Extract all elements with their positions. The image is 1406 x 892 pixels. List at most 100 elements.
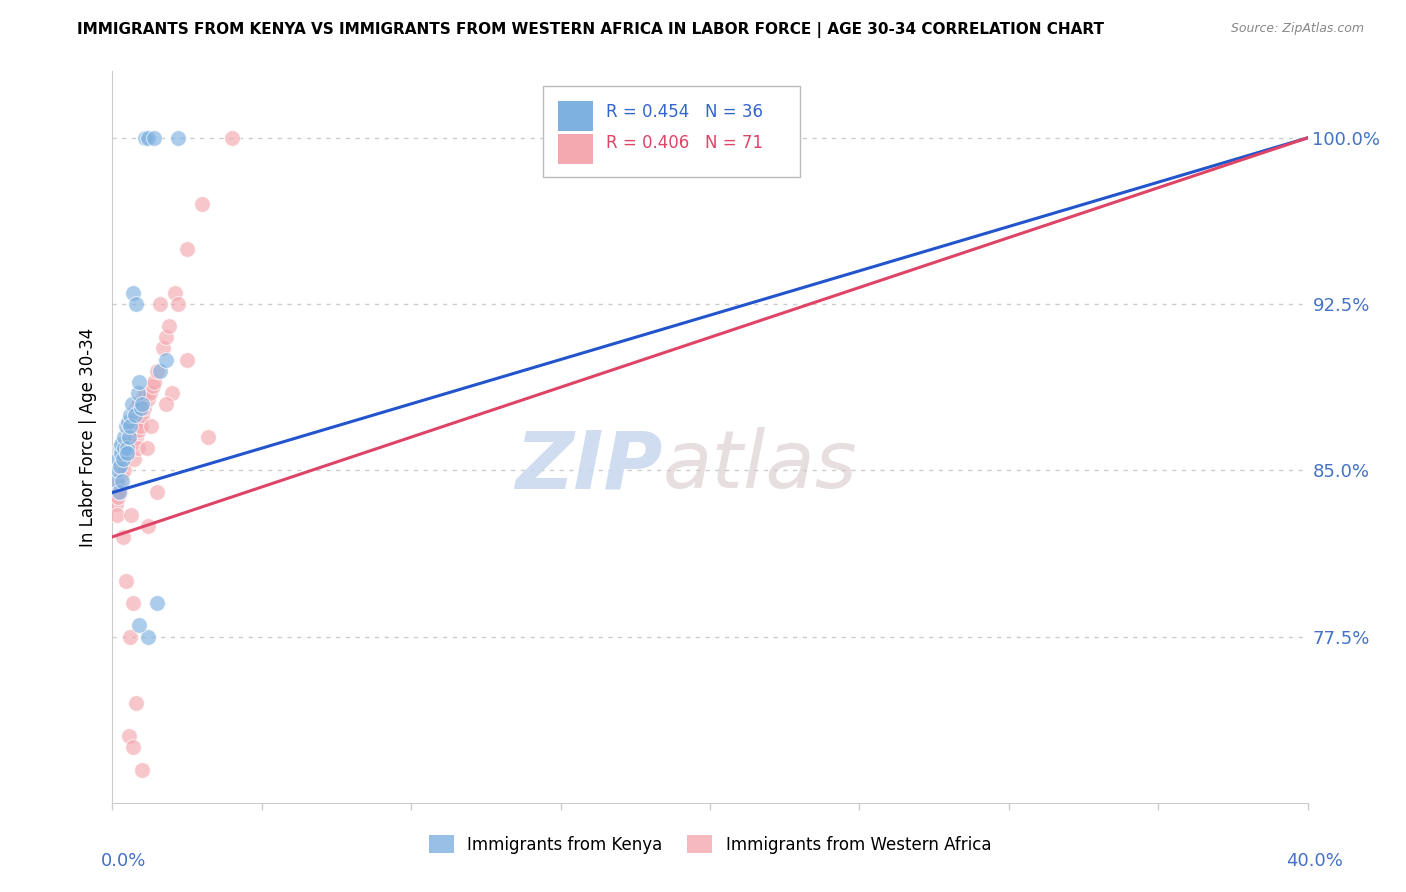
Point xyxy=(114,441,135,455)
Point xyxy=(167,131,190,145)
Point xyxy=(115,419,138,434)
Point xyxy=(115,574,138,589)
Point xyxy=(117,415,139,429)
Point xyxy=(138,518,160,533)
Point xyxy=(110,458,132,473)
Point xyxy=(121,424,143,438)
Point xyxy=(146,485,169,500)
Point xyxy=(142,379,165,393)
Point xyxy=(107,463,129,477)
Point xyxy=(146,363,169,377)
Point xyxy=(111,452,134,467)
Point xyxy=(138,131,160,145)
Point xyxy=(118,430,141,444)
Point xyxy=(221,131,243,145)
Point xyxy=(104,485,127,500)
Point xyxy=(105,508,128,522)
Point xyxy=(155,330,177,344)
Text: IMMIGRANTS FROM KENYA VS IMMIGRANTS FROM WESTERN AFRICA IN LABOR FORCE | AGE 30-: IMMIGRANTS FROM KENYA VS IMMIGRANTS FROM… xyxy=(77,22,1104,38)
Point xyxy=(122,452,145,467)
Point xyxy=(121,419,143,434)
Point xyxy=(114,441,136,455)
FancyBboxPatch shape xyxy=(558,134,593,164)
Point xyxy=(122,415,145,429)
Point xyxy=(176,352,198,367)
Point xyxy=(124,408,146,422)
Point xyxy=(105,475,128,489)
Point xyxy=(128,424,150,438)
Point xyxy=(131,763,153,777)
Point xyxy=(107,452,129,467)
Point xyxy=(138,392,160,407)
Point xyxy=(111,475,134,489)
Point xyxy=(141,419,163,434)
Point xyxy=(138,630,160,644)
Text: atlas: atlas xyxy=(662,427,858,506)
Point xyxy=(131,408,153,422)
Point xyxy=(191,197,214,211)
Point xyxy=(157,319,180,334)
Text: R = 0.406   N = 71: R = 0.406 N = 71 xyxy=(606,134,763,152)
Text: ZIP: ZIP xyxy=(515,427,662,506)
Point xyxy=(131,397,153,411)
Point xyxy=(149,297,172,311)
Point xyxy=(108,458,131,473)
Point xyxy=(112,463,135,477)
Text: 40.0%: 40.0% xyxy=(1286,852,1343,870)
Point xyxy=(129,419,152,434)
Point xyxy=(110,467,132,482)
Point xyxy=(149,363,172,377)
Point xyxy=(125,297,148,311)
Point xyxy=(122,285,145,300)
Point xyxy=(118,729,141,743)
Point xyxy=(120,508,142,522)
Point xyxy=(117,419,139,434)
Point xyxy=(135,441,157,455)
Point xyxy=(162,385,183,400)
Point xyxy=(165,285,187,300)
Point xyxy=(134,385,156,400)
Point xyxy=(129,401,152,416)
Point xyxy=(114,430,135,444)
Point xyxy=(110,445,132,459)
Point xyxy=(167,297,190,311)
Point xyxy=(143,375,166,389)
Point xyxy=(122,596,145,610)
Point xyxy=(124,408,146,422)
Point xyxy=(146,596,169,610)
Point xyxy=(197,430,219,444)
Text: 0.0%: 0.0% xyxy=(101,852,146,870)
Point xyxy=(127,441,149,455)
Point xyxy=(125,430,148,444)
Point xyxy=(111,530,134,544)
Point xyxy=(125,696,148,710)
Y-axis label: In Labor Force | Age 30-34: In Labor Force | Age 30-34 xyxy=(79,327,97,547)
Point xyxy=(117,445,139,459)
Point xyxy=(115,441,138,455)
Point xyxy=(129,408,152,422)
Point xyxy=(115,445,138,459)
Point xyxy=(176,242,198,256)
Point xyxy=(111,457,134,471)
Point xyxy=(108,463,131,477)
Point xyxy=(120,424,142,438)
FancyBboxPatch shape xyxy=(543,86,800,178)
Point xyxy=(108,475,131,489)
Point xyxy=(108,485,131,500)
Point xyxy=(111,452,134,467)
Point xyxy=(108,485,131,500)
Text: Source: ZipAtlas.com: Source: ZipAtlas.com xyxy=(1230,22,1364,36)
Point xyxy=(127,385,149,400)
Point xyxy=(155,397,177,411)
Point xyxy=(143,131,166,145)
FancyBboxPatch shape xyxy=(558,101,593,131)
Point xyxy=(108,441,131,455)
Point xyxy=(155,352,177,367)
Point xyxy=(128,397,150,411)
Point xyxy=(128,618,150,632)
Point xyxy=(128,375,150,389)
Point xyxy=(131,392,153,407)
Point xyxy=(120,630,142,644)
Point xyxy=(125,415,148,429)
Point xyxy=(115,436,138,450)
